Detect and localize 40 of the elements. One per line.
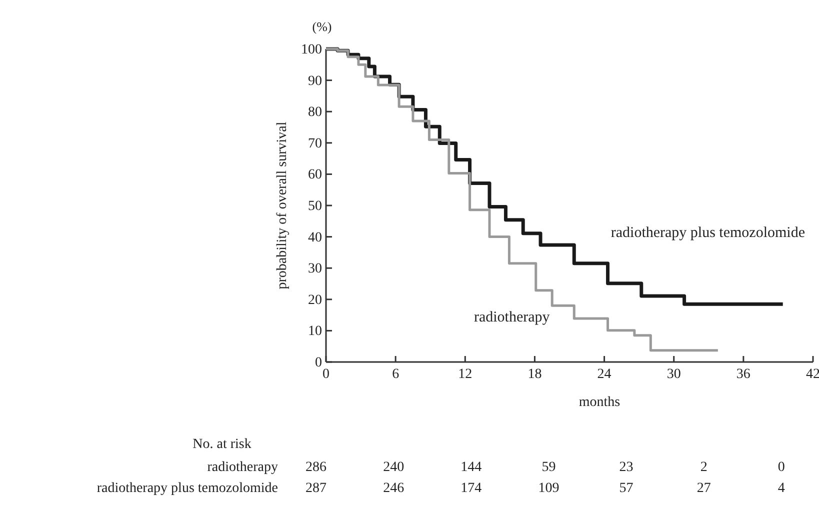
text: 4 bbox=[778, 481, 785, 496]
text: 144 bbox=[460, 460, 482, 475]
x-tick-label: 18 bbox=[528, 366, 542, 382]
y-tick-label: 0 bbox=[315, 355, 322, 370]
x-tick-label: 6 bbox=[392, 366, 400, 382]
y-tick-label: 90 bbox=[308, 74, 322, 89]
text: 286 bbox=[306, 460, 326, 475]
text: 240 bbox=[383, 460, 404, 475]
x-tick-label: 24 bbox=[597, 366, 612, 382]
y-tick-label: 60 bbox=[308, 168, 322, 183]
x-tick-label: 42 bbox=[806, 366, 819, 382]
y-tick-label: 40 bbox=[308, 230, 322, 246]
y-tick-label: 100 bbox=[301, 42, 322, 58]
y-tick-label: 50 bbox=[308, 198, 322, 214]
text: 2 bbox=[700, 460, 708, 475]
y-tick-label: 10 bbox=[308, 324, 322, 340]
text: No. at risk bbox=[192, 437, 252, 452]
text: 287 bbox=[306, 481, 326, 496]
text: 246 bbox=[383, 481, 404, 496]
text: (%) bbox=[312, 19, 332, 34]
y-tick-label: 30 bbox=[308, 262, 322, 277]
x-tick-label: 12 bbox=[458, 366, 472, 382]
text: radiotherapy bbox=[207, 460, 278, 475]
text: 109 bbox=[538, 481, 560, 496]
text: 59 bbox=[542, 460, 556, 475]
text: 57 bbox=[619, 481, 634, 496]
text: 23 bbox=[619, 460, 634, 475]
series-label: radiotherapy bbox=[474, 309, 550, 326]
x-tick-label: 30 bbox=[666, 366, 681, 382]
text: radiotherapy plus temozolomide bbox=[96, 481, 278, 496]
x-axis-title: months bbox=[578, 395, 620, 410]
y-tick-label: 80 bbox=[308, 105, 322, 120]
series-label: radiotherapy plus temozolomide bbox=[610, 224, 806, 241]
text: 27 bbox=[696, 481, 711, 496]
y-tick-label: 70 bbox=[308, 136, 322, 152]
y-tick-label: 20 bbox=[308, 292, 322, 308]
text: 174 bbox=[460, 481, 482, 496]
y-axis-title: probability of overall survival bbox=[275, 122, 290, 290]
text: 0 bbox=[778, 460, 785, 475]
x-tick-label: 36 bbox=[736, 366, 750, 382]
